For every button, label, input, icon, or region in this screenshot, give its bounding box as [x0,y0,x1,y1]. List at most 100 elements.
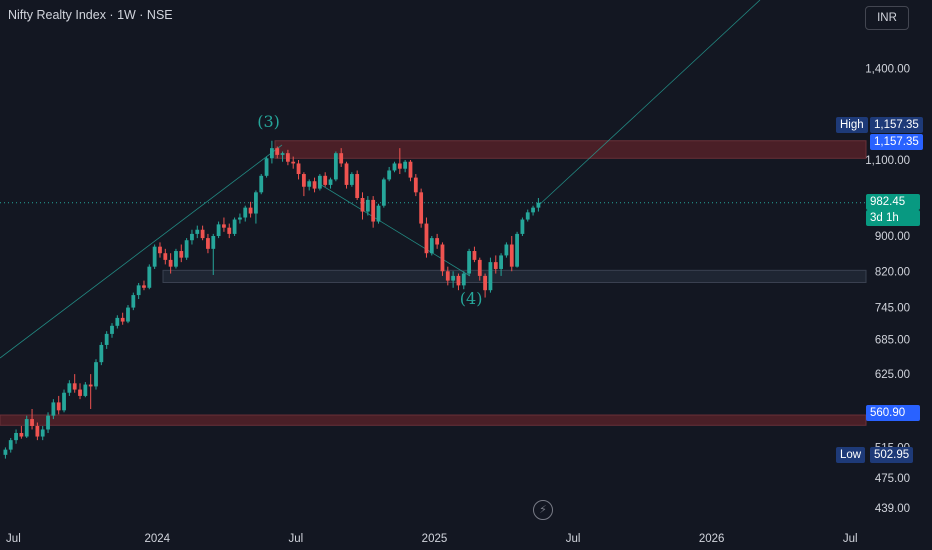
price-tick-label: 900.00 [875,231,910,243]
high-value: 1,157.35 [870,117,923,133]
candle [94,359,98,390]
candle [333,151,338,182]
candle-body [67,383,72,393]
candle [488,257,493,293]
candle-body [104,333,109,345]
candle-body [365,199,370,212]
chart-title: Nifty Realty Index · 1W · NSE [8,8,173,22]
candle-body [525,212,530,220]
candle-body [259,175,264,193]
candle [387,166,392,182]
candle-body [419,192,424,224]
last-price-value: 982.45 [866,194,920,210]
candle [248,201,253,218]
candle [344,161,349,189]
candle-body [147,266,152,288]
candle [19,425,24,439]
candle [467,248,472,276]
live-data-icon[interactable]: ⚡ [533,500,553,520]
candle-body [83,384,88,396]
candle [275,146,280,159]
candle-body [467,251,472,274]
candle-body [120,317,125,322]
candle [136,282,141,300]
candle [301,172,306,197]
candle-body [243,207,248,218]
time-tick-label: Jul [289,533,304,545]
time-tick-label: 2025 [422,533,448,545]
candle [499,253,503,276]
candle [46,412,50,433]
candle-body [488,262,493,291]
candle-body [333,153,338,180]
candle [147,264,152,290]
candle [520,217,525,236]
candle [83,382,88,398]
candle [51,399,56,420]
candle [536,197,541,212]
wave-label-3: (3) [257,112,280,132]
candle-body [472,251,477,260]
candle [120,312,125,325]
candle [264,156,269,178]
candle [195,225,200,239]
price-tick-label: 1,400.00 [865,64,910,76]
currency-selector[interactable]: INR [865,6,909,30]
candle-body [174,251,178,267]
candle-body [440,244,445,272]
candle [152,244,157,269]
candle-body [8,440,13,450]
candle [429,236,434,256]
candle-body [238,217,242,220]
candle [174,248,178,269]
time-tick-label: 2026 [699,533,725,545]
candle [435,233,440,249]
candle-body [264,158,269,176]
candle [317,174,322,191]
supply-demand-zones [0,140,867,426]
low-value: 502.95 [870,447,914,463]
candle-body [376,205,381,222]
candle [3,447,8,459]
candle [477,257,482,281]
price-tick-label: 439.00 [875,503,910,515]
candle-body [78,389,82,396]
candle [88,374,93,409]
candle [232,217,237,236]
candlestick-series [3,140,541,459]
candle-body [435,238,440,245]
candle [291,156,296,169]
candle [104,331,109,349]
candle [440,242,445,276]
candle [360,192,365,220]
candle-body [355,174,360,198]
candle-body [280,153,285,155]
candle-body [504,244,509,256]
price-tick-label: 1,100.00 [865,155,910,167]
candle-body [493,262,498,269]
candle-body [227,227,232,234]
candle-body [301,174,306,187]
candle-body [408,161,413,178]
candle-body [115,317,120,326]
candle [72,374,77,393]
candle-body [94,362,98,387]
candle-body [72,383,77,390]
candle-body [88,384,93,387]
candle-body [296,163,301,175]
price-tick-label: 685.00 [875,334,910,346]
candle-body [232,219,237,234]
candle [525,209,530,222]
candle-body [110,325,114,334]
candle [211,233,216,275]
candle-body [216,224,221,236]
candle [110,323,114,338]
candle [392,161,397,173]
candle-body [536,202,541,208]
candle-body [184,240,189,258]
candle-body [371,199,376,222]
candle-body [56,402,61,411]
trendline-wave-4 [317,182,471,277]
candle [397,148,402,175]
